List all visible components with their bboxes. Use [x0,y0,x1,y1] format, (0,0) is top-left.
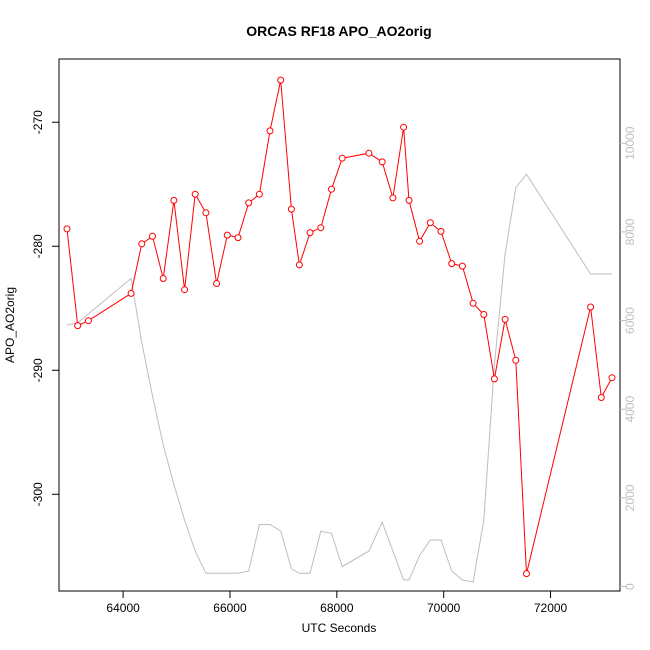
data-point [287,205,295,213]
y2-tick-label: 0 [623,583,637,590]
data-point [213,280,221,287]
x-tick-label: 72000 [534,601,568,615]
data-point [266,127,274,135]
y2-tick-label: 10000 [623,126,637,160]
y-tick-label: -270 [31,110,45,134]
y-tick-label: -300 [31,482,45,506]
y2-tick-label: 2000 [623,484,637,511]
x-tick-label: 66000 [213,601,247,615]
y-axis-left: -270 -280 -290 -300 [31,110,59,506]
y-tick-label: -280 [31,234,45,258]
data-point [277,76,285,84]
data-point [328,185,335,193]
series-secondary-line [66,173,612,583]
series-primary-line [66,79,613,574]
y2-tick-label: 6000 [623,307,637,334]
data-point [416,237,424,245]
y-tick-label: -290 [31,358,45,382]
data-point [84,317,92,325]
data-point [338,154,346,162]
data-point [587,303,595,311]
data-point [480,311,488,318]
data-point [127,289,135,297]
data-point [255,190,263,198]
data-point [365,149,373,157]
data-point [245,199,253,207]
data-point [234,234,242,242]
data-point [138,240,146,248]
data-point [448,260,456,268]
data-point [181,286,189,294]
plot-frame [58,58,621,592]
data-point [523,570,530,578]
data-point [501,315,509,323]
data-point [74,322,82,330]
x-tick-label: 64000 [106,601,140,615]
x-tick-label: 68000 [320,601,354,615]
data-point [170,196,178,204]
data-point [149,232,156,240]
data-point [469,299,477,307]
data-point [191,190,199,198]
data-point [389,194,397,202]
data-point [426,219,434,227]
data-point [63,225,71,233]
data-point [608,374,616,382]
data-point [317,224,325,232]
data-point [306,229,314,237]
data-point [458,262,466,270]
data-point [490,375,498,383]
data-point [378,158,386,166]
data-point [405,196,413,204]
data-point [223,231,231,239]
data-point [400,123,408,131]
data-point [597,394,605,401]
chart-title: ORCAS RF18 APO_AO2orig [246,23,431,39]
y-axis-label: APO_AO2orig [3,287,17,363]
data-point [512,356,520,364]
y2-tick-label: 8000 [623,218,637,245]
data-point [437,227,445,235]
data-point [159,275,167,282]
x-tick-label: 70000 [427,601,461,615]
data-point [295,261,303,269]
y-axis-right: 0 2000 4000 6000 8000 10000 [620,126,637,590]
series-primary-layer [63,76,616,578]
data-point [202,209,210,217]
x-axis-label: UTC Seconds [302,621,377,635]
series-secondary-layer [66,173,612,583]
y2-tick-label: 4000 [623,396,637,423]
x-axis: 64000 66000 68000 70000 72000 [106,591,568,615]
